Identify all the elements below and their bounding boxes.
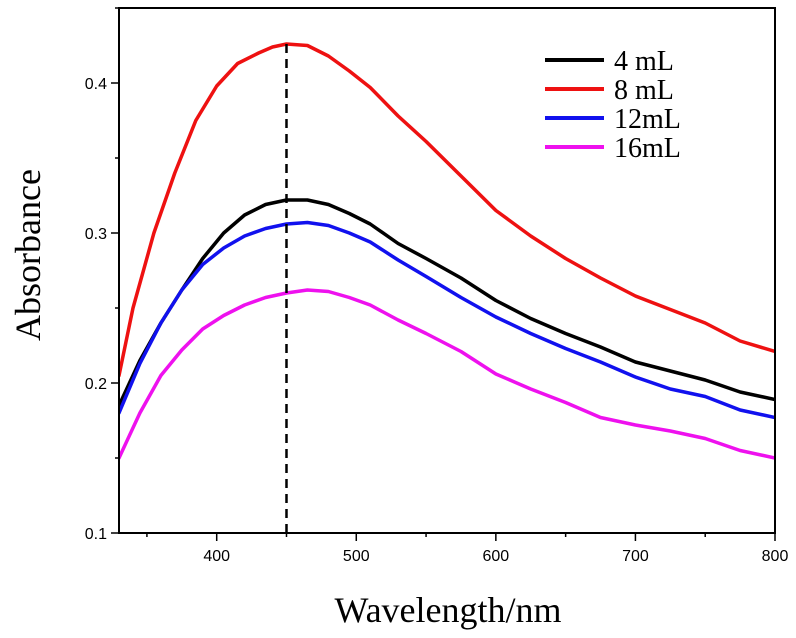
series-line-4ml — [119, 198, 775, 408]
series-line-16ml — [119, 288, 775, 460]
y-tick-label: 0.2 — [85, 376, 107, 393]
x-tick-label: 500 — [343, 548, 370, 565]
x-tick-label: 400 — [203, 548, 230, 565]
axes — [118, 7, 776, 534]
y-tick-label: 0.4 — [85, 76, 107, 93]
x-tick-label: 700 — [622, 548, 649, 565]
legend-label: 12mL — [614, 104, 681, 135]
legend-label: 8 mL — [614, 75, 674, 106]
legend-label: 4 mL — [614, 46, 674, 77]
plot-area — [119, 42, 775, 460]
plot-frame — [118, 7, 776, 534]
x-tick-label: 600 — [482, 548, 509, 565]
legend-label: 16mL — [614, 133, 681, 164]
x-axis-title: Wavelength/nm — [334, 590, 561, 630]
series-line-8ml — [119, 42, 775, 378]
x-tick-label: 800 — [762, 548, 789, 565]
y-tick-label: 0.1 — [85, 526, 107, 543]
ticks: 400 500 600 700 800 0.1 0.2 0.3 0.4 — [85, 7, 789, 565]
series-line-12ml — [119, 220, 775, 420]
y-axis-title: Absorbance — [8, 169, 48, 341]
y-tick-label: 0.3 — [85, 226, 107, 243]
